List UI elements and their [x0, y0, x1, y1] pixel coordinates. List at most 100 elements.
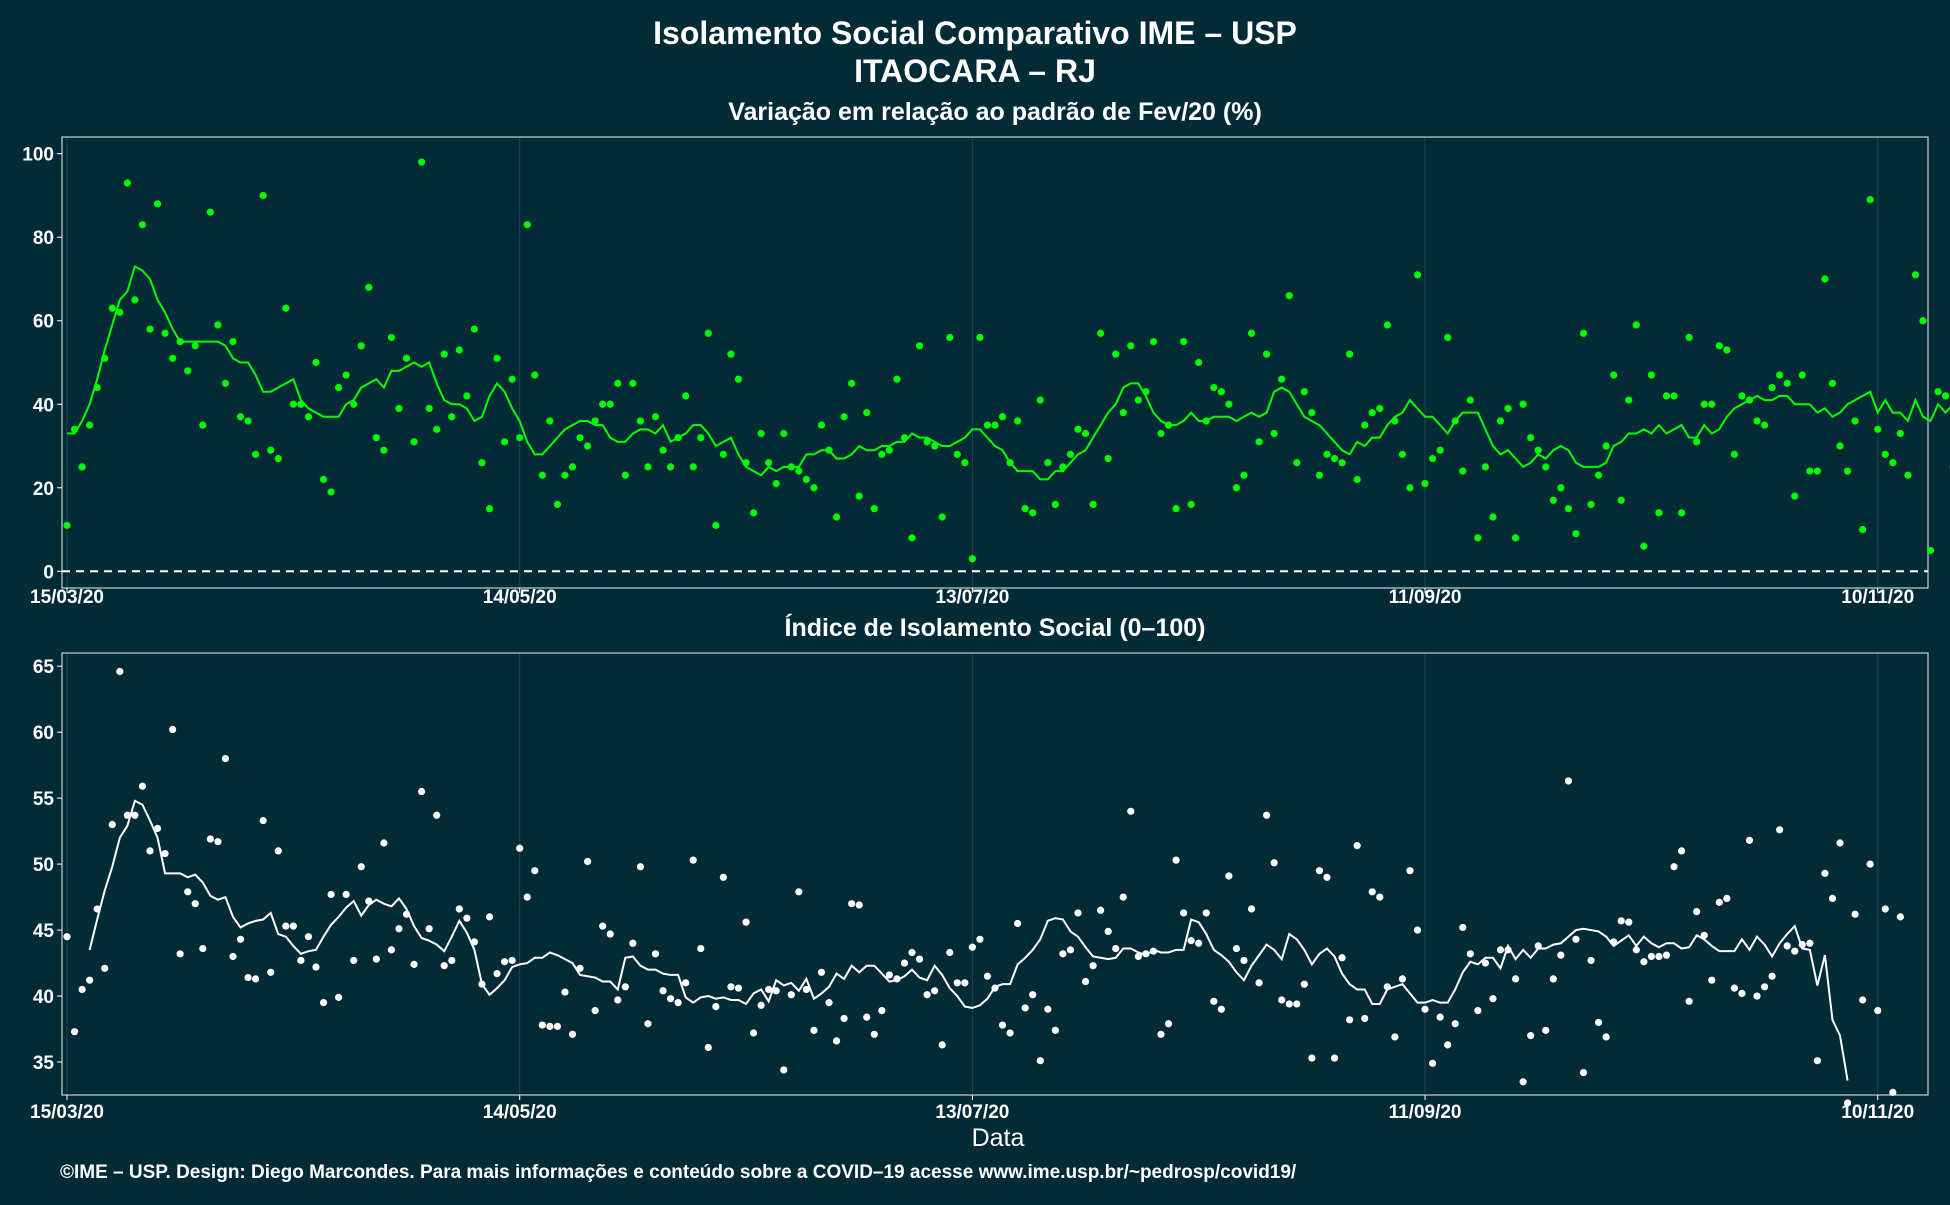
data-point — [282, 305, 289, 312]
data-point — [1338, 954, 1345, 961]
data-point — [177, 950, 184, 957]
data-point — [395, 405, 402, 412]
data-point — [1723, 895, 1730, 902]
data-point — [539, 472, 546, 479]
data-point — [1233, 945, 1240, 952]
data-point — [471, 325, 478, 332]
figure-title: Isolamento Social Comparativo IME – USP — [653, 15, 1297, 51]
data-point — [1603, 1033, 1610, 1040]
data-point — [1776, 826, 1783, 833]
data-point — [418, 158, 425, 165]
data-point — [1776, 371, 1783, 378]
data-point — [1550, 975, 1557, 982]
data-point — [1089, 962, 1096, 969]
data-point — [1293, 459, 1300, 466]
data-point — [1240, 472, 1247, 479]
data-point — [1550, 497, 1557, 504]
data-point — [946, 949, 953, 956]
x-tick-label: 11/09/20 — [1389, 1102, 1462, 1123]
data-point — [327, 488, 334, 495]
data-point — [1678, 509, 1685, 516]
data-point — [493, 970, 500, 977]
data-point — [524, 221, 531, 228]
data-point — [1753, 417, 1760, 424]
data-point — [1459, 467, 1466, 474]
data-point — [1052, 501, 1059, 508]
figure-subtitle: ITAOCARA – RJ — [854, 53, 1096, 89]
data-point — [456, 346, 463, 353]
data-point — [358, 342, 365, 349]
data-point — [1022, 1004, 1029, 1011]
data-point — [1437, 447, 1444, 454]
data-point — [131, 812, 138, 819]
data-point — [1708, 977, 1715, 984]
y-tick-label: 80 — [33, 228, 54, 249]
y-tick-label: 20 — [33, 479, 54, 500]
data-point — [275, 455, 282, 462]
data-point — [825, 999, 832, 1006]
data-point — [1218, 1006, 1225, 1013]
data-point — [63, 522, 70, 529]
y-tick-label: 60 — [33, 723, 54, 744]
data-point — [705, 330, 712, 337]
y-tick-label: 65 — [33, 657, 55, 678]
data-point — [1346, 1016, 1353, 1023]
data-point — [1271, 859, 1278, 866]
credit-line: ©IME – USP. Design: Diego Marcondes. Par… — [60, 1162, 1297, 1183]
data-point — [659, 447, 666, 454]
data-point — [1663, 392, 1670, 399]
data-point — [916, 342, 923, 349]
data-point — [908, 949, 915, 956]
data-point — [637, 863, 644, 870]
data-point — [222, 755, 229, 762]
data-point — [667, 463, 674, 470]
data-point — [1595, 1019, 1602, 1026]
data-point — [1716, 342, 1723, 349]
data-point — [878, 451, 885, 458]
data-point — [1067, 451, 1074, 458]
data-point — [742, 919, 749, 926]
data-point — [207, 209, 214, 216]
data-point — [207, 835, 214, 842]
data-point — [652, 413, 659, 420]
data-point — [486, 913, 493, 920]
data-point — [1640, 543, 1647, 550]
data-point — [1210, 384, 1217, 391]
data-point — [1851, 911, 1858, 918]
x-tick-label: 15/03/20 — [30, 1102, 104, 1123]
data-point — [101, 965, 108, 972]
panel-title: Variação em relação ao padrão de Fev/20 … — [728, 98, 1262, 126]
data-point — [1429, 1060, 1436, 1067]
data-point — [1391, 1033, 1398, 1040]
data-point — [1836, 442, 1843, 449]
data-point — [1406, 484, 1413, 491]
x-tick-label: 13/07/20 — [935, 587, 1009, 608]
data-point — [71, 1028, 78, 1035]
data-point — [788, 991, 795, 998]
data-point — [1512, 975, 1519, 982]
data-point — [388, 334, 395, 341]
data-point — [516, 845, 523, 852]
data-point — [1572, 936, 1579, 943]
data-point — [1610, 371, 1617, 378]
data-point — [969, 555, 976, 562]
data-point — [380, 447, 387, 454]
data-point — [531, 867, 538, 874]
data-point — [267, 969, 274, 976]
data-point — [1188, 501, 1195, 508]
data-point — [433, 426, 440, 433]
data-point — [267, 447, 274, 454]
data-point — [727, 983, 734, 990]
data-point — [1323, 451, 1330, 458]
data-point — [1919, 317, 1926, 324]
data-point — [1188, 937, 1195, 944]
data-point — [441, 962, 448, 969]
data-point — [1542, 463, 1549, 470]
data-point — [418, 788, 425, 795]
data-point — [1120, 893, 1127, 900]
data-point — [750, 1029, 757, 1036]
data-point — [154, 200, 161, 207]
data-point — [1723, 346, 1730, 353]
data-point — [1195, 359, 1202, 366]
data-point — [1067, 946, 1074, 953]
